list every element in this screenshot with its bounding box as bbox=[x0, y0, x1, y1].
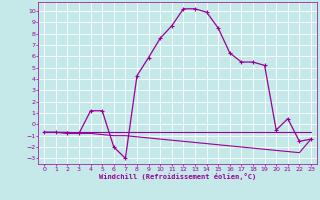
X-axis label: Windchill (Refroidissement éolien,°C): Windchill (Refroidissement éolien,°C) bbox=[99, 173, 256, 180]
